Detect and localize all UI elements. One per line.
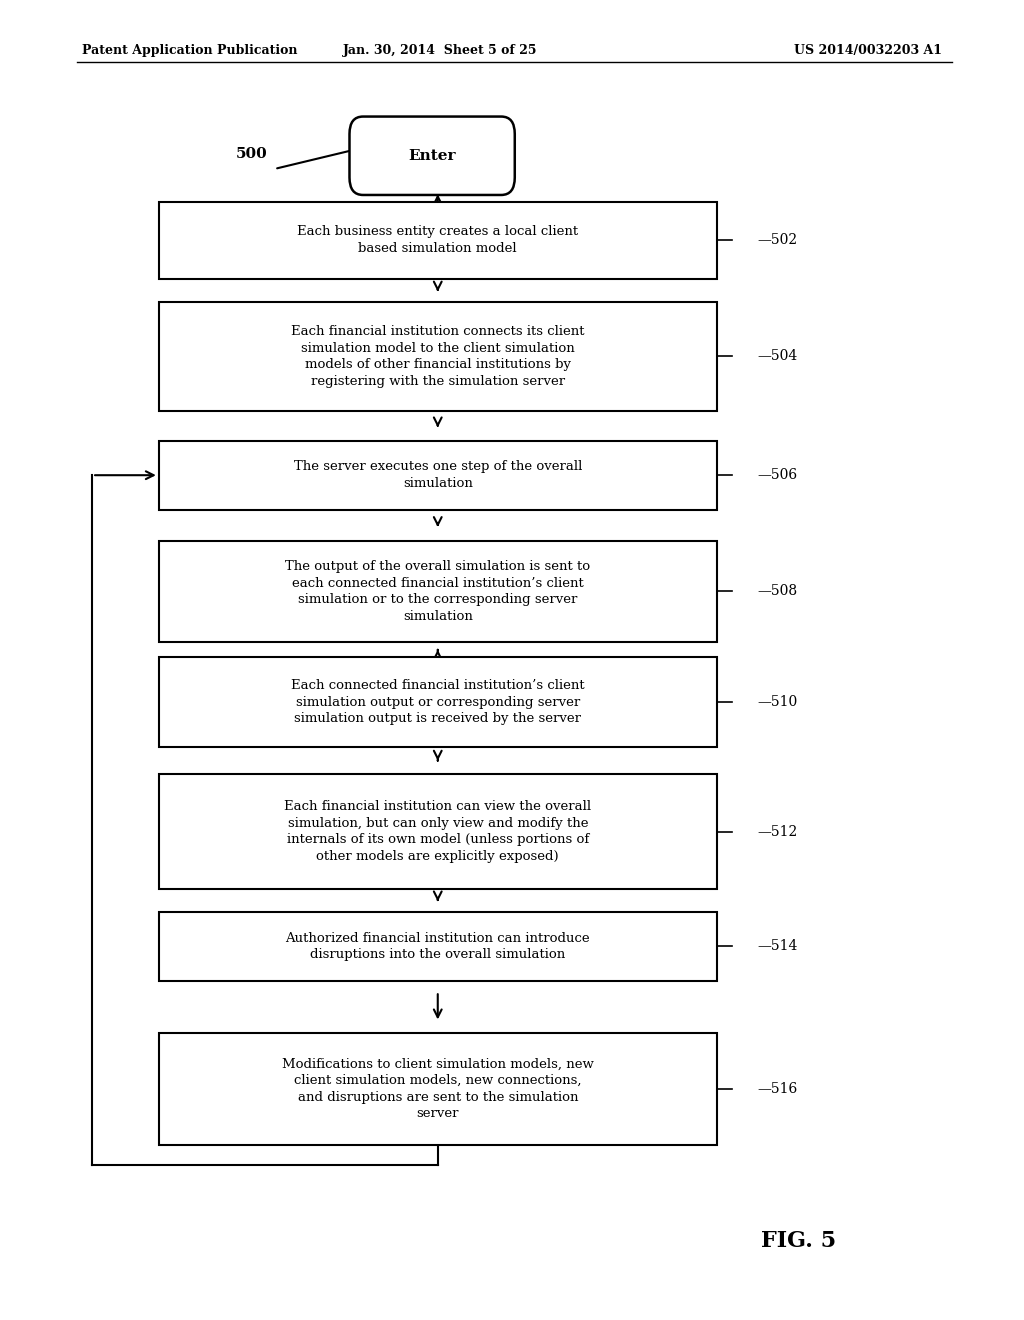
Text: —502: —502 bbox=[758, 234, 798, 247]
FancyBboxPatch shape bbox=[159, 912, 717, 981]
Text: Enter: Enter bbox=[409, 149, 456, 162]
Text: The output of the overall simulation is sent to
each connected financial institu: The output of the overall simulation is … bbox=[286, 560, 590, 623]
Text: —508: —508 bbox=[758, 585, 798, 598]
Text: US 2014/0032203 A1: US 2014/0032203 A1 bbox=[794, 44, 942, 57]
FancyBboxPatch shape bbox=[159, 657, 717, 747]
FancyBboxPatch shape bbox=[159, 302, 717, 411]
Text: Each financial institution connects its client
simulation model to the client si: Each financial institution connects its … bbox=[291, 325, 585, 388]
Text: Modifications to client simulation models, new
client simulation models, new con: Modifications to client simulation model… bbox=[282, 1057, 594, 1121]
FancyBboxPatch shape bbox=[159, 774, 717, 890]
FancyBboxPatch shape bbox=[159, 441, 717, 510]
Text: Jan. 30, 2014  Sheet 5 of 25: Jan. 30, 2014 Sheet 5 of 25 bbox=[343, 44, 538, 57]
FancyBboxPatch shape bbox=[159, 541, 717, 642]
Text: Each business entity creates a local client
based simulation model: Each business entity creates a local cli… bbox=[297, 226, 579, 255]
Text: —504: —504 bbox=[758, 350, 798, 363]
Text: Each connected financial institution’s client
simulation output or corresponding: Each connected financial institution’s c… bbox=[291, 680, 585, 725]
Text: 500: 500 bbox=[236, 148, 267, 161]
Text: Patent Application Publication: Patent Application Publication bbox=[82, 44, 297, 57]
Text: Each financial institution can view the overall
simulation, but can only view an: Each financial institution can view the … bbox=[285, 800, 591, 863]
Text: Authorized financial institution can introduce
disruptions into the overall simu: Authorized financial institution can int… bbox=[286, 932, 590, 961]
Text: —516: —516 bbox=[758, 1082, 798, 1096]
Text: FIG. 5: FIG. 5 bbox=[761, 1230, 837, 1251]
FancyBboxPatch shape bbox=[159, 202, 717, 279]
Text: —512: —512 bbox=[758, 825, 798, 838]
FancyBboxPatch shape bbox=[159, 1032, 717, 1146]
Text: —510: —510 bbox=[758, 696, 798, 709]
Text: The server executes one step of the overall
simulation: The server executes one step of the over… bbox=[294, 461, 582, 490]
Text: —506: —506 bbox=[758, 469, 798, 482]
Text: —514: —514 bbox=[758, 940, 798, 953]
FancyBboxPatch shape bbox=[349, 116, 515, 195]
